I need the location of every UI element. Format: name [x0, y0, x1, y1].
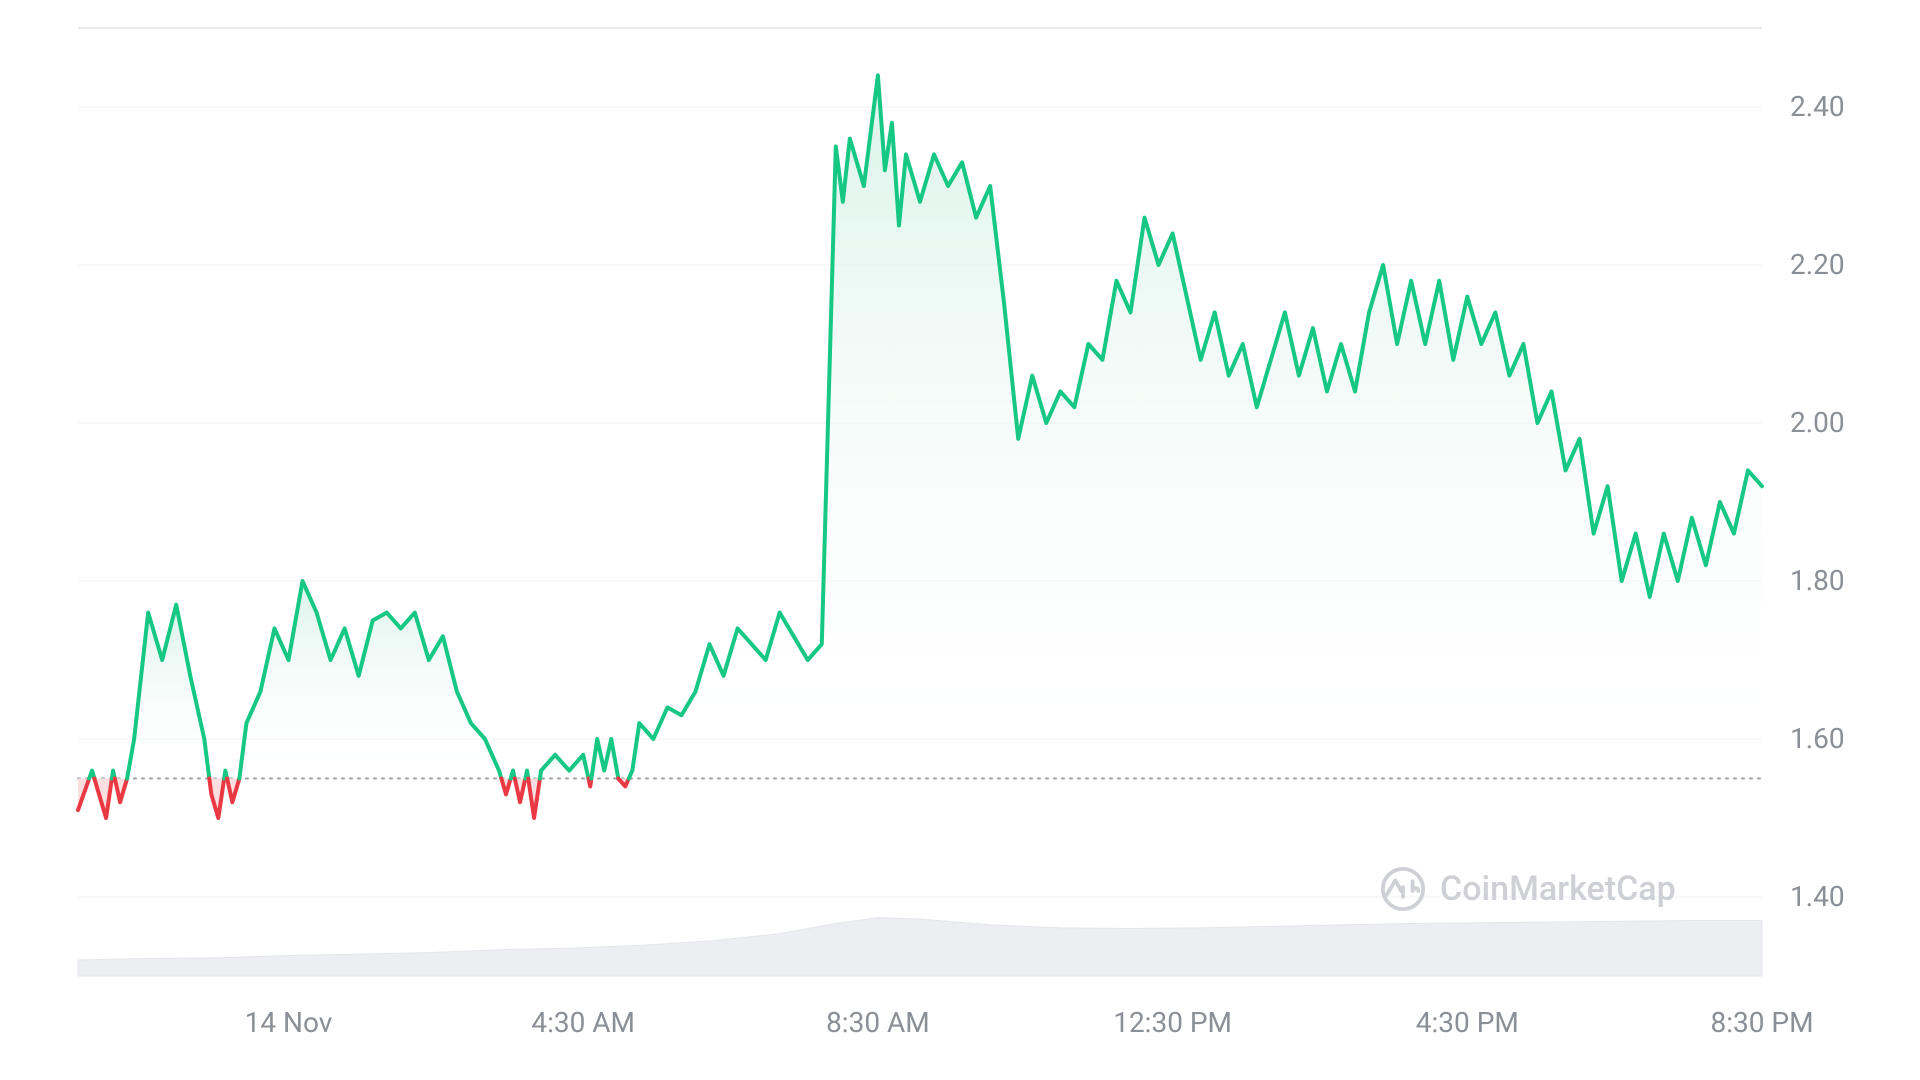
x-tick-label: 8:30 AM — [826, 1006, 930, 1039]
y-tick-label: 1.40 — [1790, 880, 1890, 913]
price-chart[interactable]: 1.40 1.60 1.80 2.00 2.20 2.40 14 Nov 4:30 AM 8:… — [0, 0, 1920, 1080]
y-tick-label: 2.40 — [1790, 90, 1890, 123]
y-tick-label: 2.20 — [1790, 248, 1890, 281]
x-tick-label: 12:30 PM — [1113, 1006, 1232, 1039]
chart-svg — [0, 0, 1920, 1080]
x-tick-label: 4:30 PM — [1416, 1006, 1519, 1039]
x-tick-label: 14 Nov — [245, 1006, 333, 1039]
y-tick-label: 1.60 — [1790, 722, 1890, 755]
coinmarketcap-logo-icon — [1380, 866, 1426, 912]
x-tick-label: 4:30 AM — [531, 1006, 635, 1039]
y-tick-label: 1.80 — [1790, 564, 1890, 597]
x-tick-label: 8:30 PM — [1710, 1006, 1813, 1039]
y-tick-label: 2.00 — [1790, 406, 1890, 439]
watermark-text: CoinMarketCap — [1440, 869, 1676, 909]
coinmarketcap-watermark: CoinMarketCap — [1380, 866, 1676, 912]
